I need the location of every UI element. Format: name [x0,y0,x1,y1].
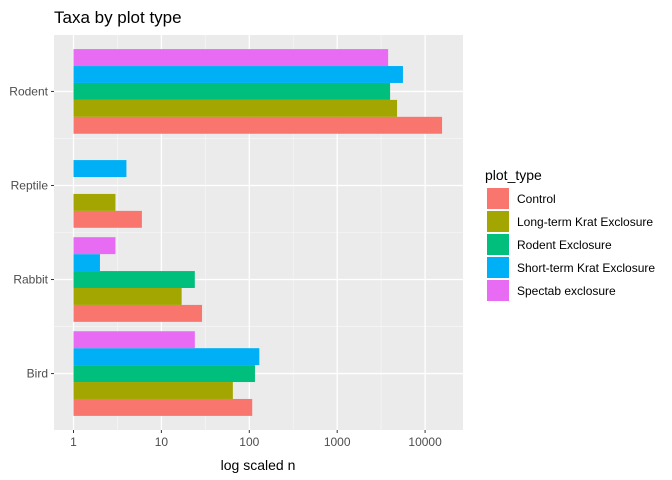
bar-rodent-rodent-exclosure [73,82,391,100]
bar-reptile-control [73,210,142,228]
x-tick-label: 1000 [324,435,351,449]
bar-bird-spectab-exclosure [73,331,195,349]
legend-key-short-term-krat-exclosure [487,257,509,278]
x-axis-title: log scaled n [221,457,296,473]
legend-label-short-term-krat-exclosure: Short-term Krat Exclosure [517,261,655,275]
bar-rodent-spectab-exclosure [73,49,389,67]
legend-label-rodent-exclosure: Rodent Exclosure [517,238,612,252]
legend-title: plot_type [485,167,542,183]
bar-rodent-short-term-krat-exclosure [73,66,403,83]
x-tick-label: 10000 [408,435,442,449]
bar-rabbit-short-term-krat-exclosure [73,254,100,272]
legend: plot_type Control Long-term Krat Exclosur… [485,167,655,301]
x-tick-label: 10 [155,435,169,449]
chart-title: Taxa by plot type [54,8,182,27]
legend-key-long-term-krat-exclosure [487,211,509,232]
bar-bird-rodent-exclosure [73,365,255,383]
bar-rabbit-rodent-exclosure [73,271,195,288]
x-tick-label: 1 [70,435,77,449]
bar-bird-short-term-krat-exclosure [73,348,260,366]
bar-rabbit-long-term-krat-exclosure [73,287,182,305]
y-axis: Bird Rabbit Reptile Rodent [9,84,54,381]
legend-key-rodent-exclosure [487,234,509,255]
x-tick-label: 100 [239,435,259,449]
bars [73,49,443,416]
bar-rabbit-control [73,304,203,322]
bar-bird-long-term-krat-exclosure [73,382,233,399]
legend-label-spectab-exclosure: Spectab exclosure [517,284,616,298]
bar-rodent-long-term-krat-exclosure [73,99,398,117]
y-tick-label: Bird [27,367,48,381]
bar-reptile-long-term-krat-exclosure [73,193,116,211]
bar-bird-control [73,398,253,416]
legend-label-long-term-krat-exclosure: Long-term Krat Exclosure [517,215,653,229]
bar-reptile-short-term-krat-exclosure [73,160,127,178]
y-tick-label: Rabbit [13,273,48,287]
bar-rodent-control [73,116,443,134]
x-axis: 1 10 100 1000 10000 [70,430,442,449]
legend-key-spectab-exclosure [487,280,509,301]
y-tick-label: Reptile [11,178,49,192]
bar-rabbit-spectab-exclosure [73,237,116,255]
legend-key-control [487,188,509,209]
y-tick-label: Rodent [9,84,48,98]
legend-label-control: Control [517,192,556,206]
